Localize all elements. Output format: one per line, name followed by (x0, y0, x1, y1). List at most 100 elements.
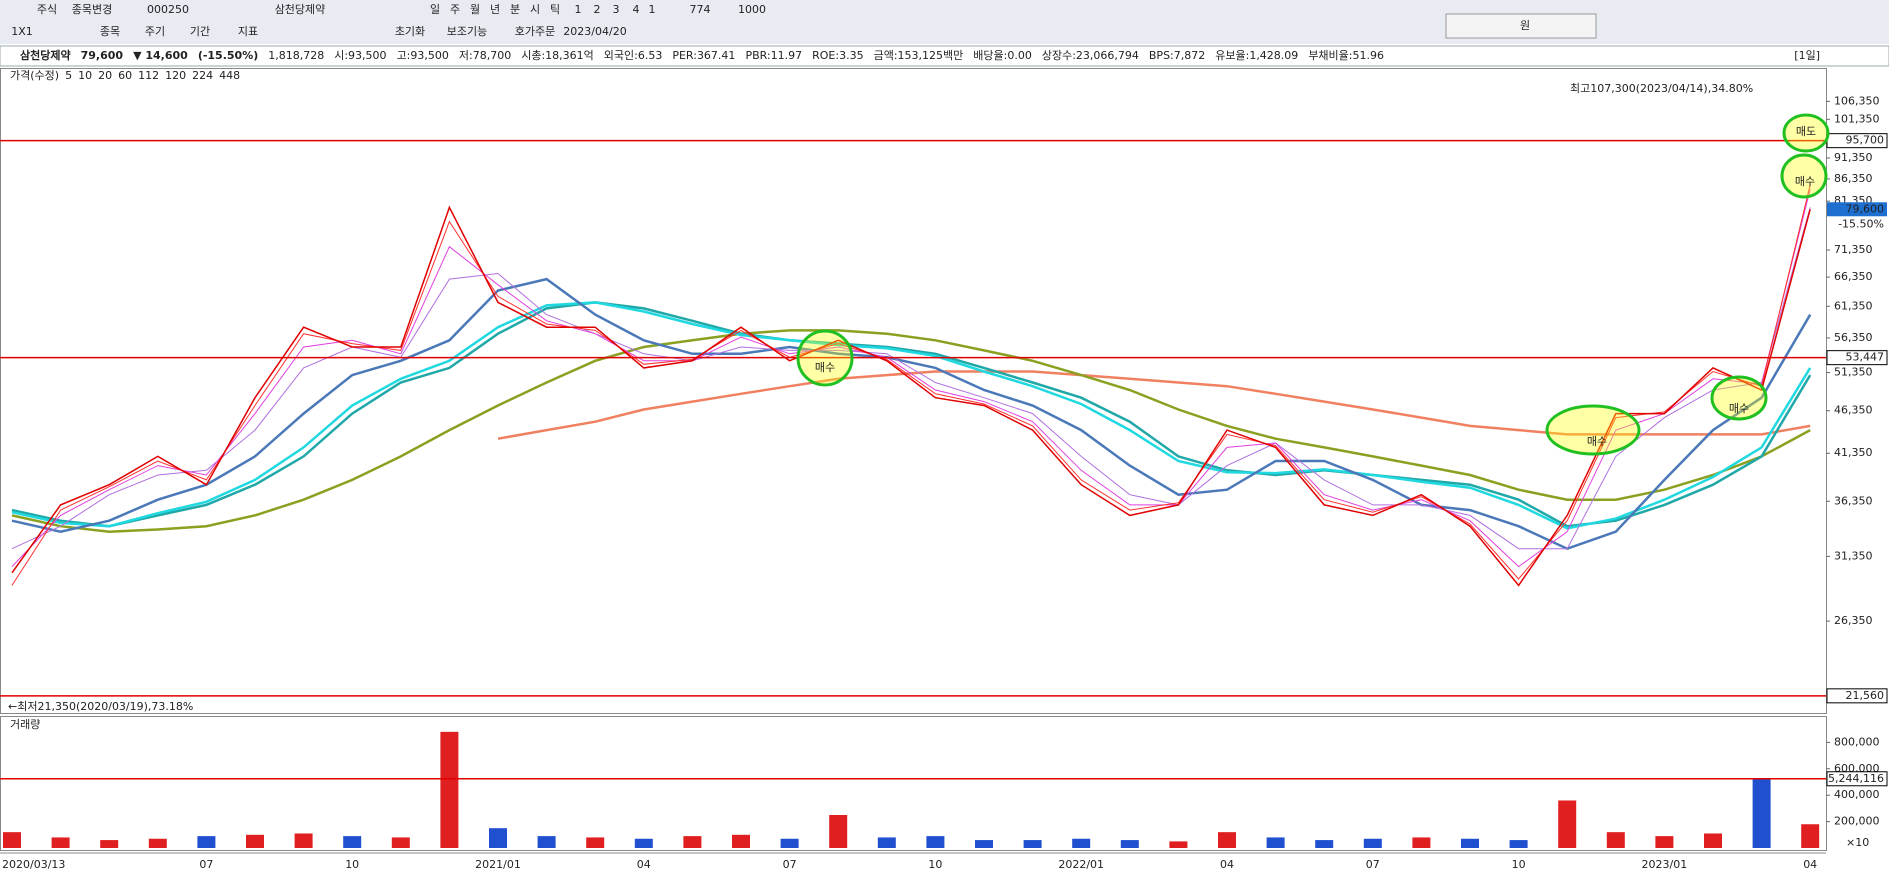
volume-bar (489, 828, 507, 848)
toolbar-item[interactable]: 종목 (100, 25, 120, 38)
x-tick-label: 04 (1803, 858, 1817, 871)
y-tick-label: 36,350 (1834, 494, 1873, 507)
x-tick-label: 07 (783, 858, 797, 871)
y-tick-label: 71,350 (1834, 243, 1873, 256)
y-tick-label: 31,350 (1834, 549, 1873, 562)
toolbar-item[interactable]: 호가주문 (515, 25, 555, 38)
info-item: (-15.50%) (198, 49, 258, 62)
toolbar-item[interactable]: 1000 (738, 3, 766, 16)
y-tick-label: 101,350 (1834, 112, 1880, 125)
volume-bar (586, 837, 605, 848)
series-line (11, 205, 1811, 587)
reference-label: 53,447 (1846, 351, 1885, 364)
volume-bar (1120, 840, 1139, 848)
toolbar-item[interactable]: 주식 (37, 3, 57, 16)
toolbar-item[interactable]: 주기 (145, 25, 165, 38)
toolbar-item[interactable]: 기간 (190, 25, 210, 38)
volume-bar (1266, 837, 1285, 848)
y-tick-label: 51,350 (1834, 366, 1873, 379)
y-tick-label: 106,350 (1834, 94, 1880, 107)
period: [1일] (1794, 48, 1820, 62)
volume-bar (100, 840, 119, 848)
currency-widget[interactable] (1445, 13, 1597, 39)
volume-bar (1704, 833, 1722, 848)
toolbar-item[interactable]: 2 (594, 3, 601, 16)
y-tick-label: 26,350 (1834, 614, 1873, 627)
info-item: 79,600 (81, 49, 124, 62)
volume-bar (51, 837, 70, 848)
volume-bar (634, 838, 653, 848)
highlight (1710, 375, 1768, 421)
legend-entry: 224 (192, 69, 213, 82)
volume-bar (1509, 840, 1528, 848)
toolbar-item[interactable]: 분 (510, 3, 520, 16)
highlight (1782, 113, 1830, 153)
toolbar-item[interactable]: 4 (633, 3, 640, 16)
x-tick-label: 10 (928, 858, 942, 871)
volume-bar (197, 836, 216, 848)
x-tick-label: 04 (1220, 858, 1234, 871)
toolbar-item[interactable]: 보조기능 (447, 25, 487, 38)
volume-bar (440, 731, 459, 848)
legend-entry: 20 (98, 69, 112, 82)
volume-bar (829, 814, 848, 848)
x-tick-label: 2021/01 (475, 858, 521, 871)
current-price: 79,600 (1846, 202, 1885, 215)
volume-bar (926, 836, 945, 848)
annotation: 매도 (1796, 125, 1816, 138)
toolbar-item[interactable]: 일 (430, 2, 440, 16)
info-item: 배당율:0.00 (973, 49, 1032, 62)
volume-bar (1169, 841, 1188, 848)
currency[interactable]: 원 (1520, 19, 1530, 32)
volume-bar (246, 834, 264, 848)
volume-bar (1072, 838, 1091, 848)
y-tick-label: 400,000 (1834, 788, 1880, 801)
toolbar-item[interactable]: 월 (470, 3, 480, 16)
toolbar-item[interactable]: 2023/04/20 (563, 25, 626, 38)
highlight (1545, 404, 1641, 456)
volume-bar (391, 837, 410, 848)
toolbar-item[interactable]: 1 (575, 3, 582, 16)
legend-entry: 120 (165, 69, 186, 82)
toolbar-item[interactable]: 주 (450, 3, 460, 16)
legend-entry: 112 (138, 69, 159, 82)
toolbar-item[interactable]: 1X1 (11, 25, 33, 38)
series-line (11, 301, 1812, 530)
volume-bar (1801, 824, 1820, 848)
toolbar-item[interactable]: 삼천당제약 (275, 2, 326, 16)
volume-bar (1752, 779, 1771, 848)
volume-bar (148, 838, 167, 848)
y-tick-label: 200,000 (1834, 815, 1880, 828)
volume-bar (343, 836, 362, 848)
series-line (11, 329, 1811, 533)
toolbar-item[interactable]: 년 (490, 3, 500, 16)
toolbar-item[interactable]: 시 (530, 3, 540, 16)
toolbar-item[interactable]: 지표 (238, 25, 258, 38)
info-item: PER:367.41 (672, 49, 735, 62)
volume-bar (683, 836, 702, 848)
reference-label-box (1826, 350, 1888, 366)
reference-label-box (1826, 688, 1888, 704)
volume-bar (1363, 838, 1382, 848)
y-tick-label: 46,350 (1834, 404, 1873, 417)
toolbar-item[interactable]: 초기화 (395, 25, 425, 38)
volume-bar (975, 840, 993, 848)
toolbar-item[interactable]: 3 (613, 3, 620, 16)
toolbar-item[interactable]: 000250 (147, 3, 189, 16)
y-tick-label: 86,350 (1834, 172, 1873, 185)
annotation: ←최저21,350(2020/03/19),73.18% (8, 700, 193, 713)
annotation: 최고107,300(2023/04/14),34.80% (1570, 82, 1753, 95)
y-tick-label: 56,350 (1834, 331, 1873, 344)
current-change: -15.50% (1838, 217, 1884, 230)
info-item: 삼천당제약 (20, 48, 71, 62)
series-line (11, 184, 1811, 586)
series-line (497, 370, 1811, 440)
toolbar-item[interactable]: 종목변경 (72, 3, 112, 16)
toolbar-item[interactable]: 1 (649, 3, 656, 16)
info-item: 저:78,700 (459, 49, 511, 62)
toolbar-item[interactable]: 틱 (550, 3, 560, 16)
current-price-box (1827, 202, 1887, 217)
toolbar-item[interactable]: 774 (690, 3, 711, 16)
volume-bar (1412, 837, 1431, 848)
volume-bar (1461, 838, 1479, 848)
